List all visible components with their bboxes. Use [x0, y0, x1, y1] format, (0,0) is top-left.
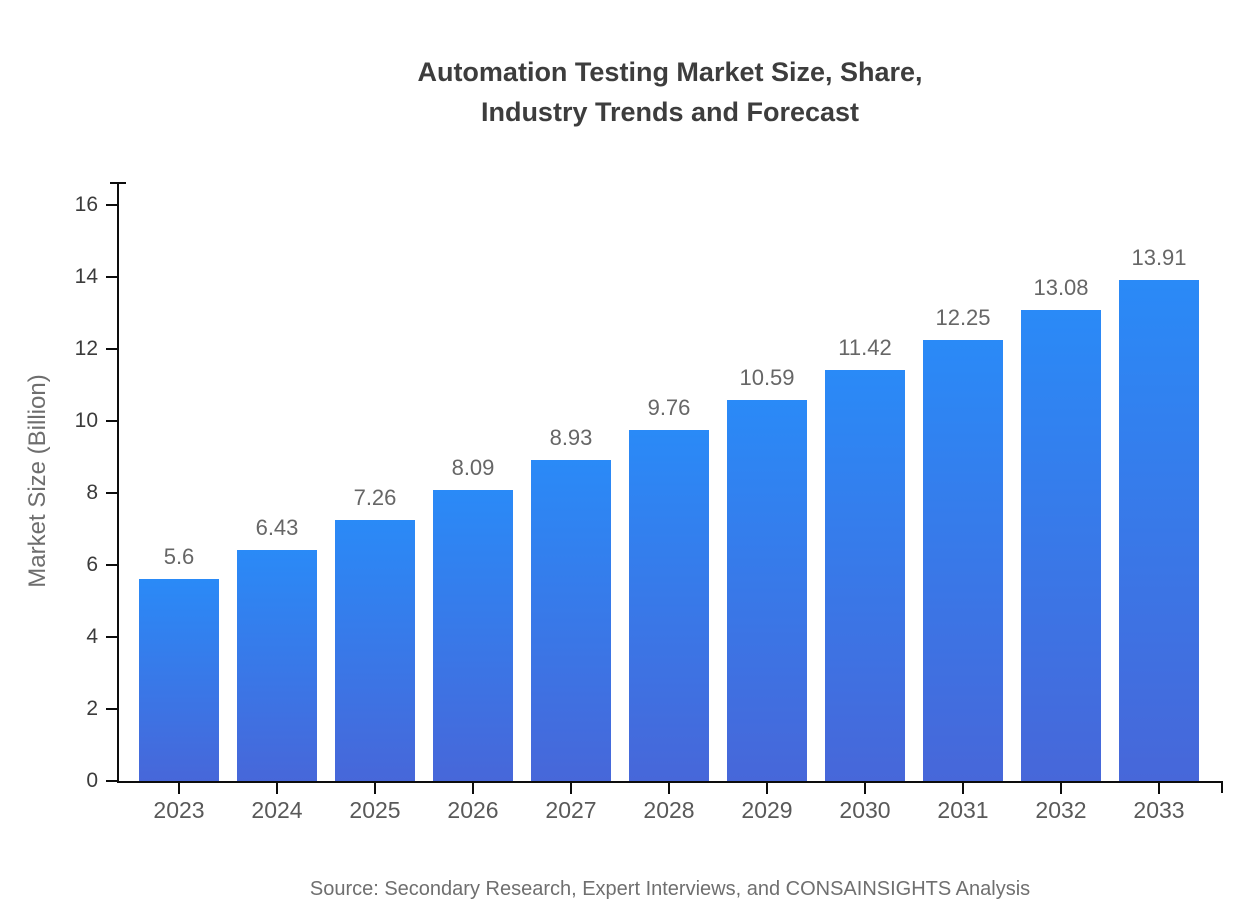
x-tick-label-2031: 2031	[937, 797, 989, 823]
x-tick-label-2024: 2024	[251, 797, 303, 823]
y-tick-label-0: 0	[86, 769, 98, 792]
bar-2026	[433, 489, 513, 781]
bar-2023	[139, 579, 219, 781]
chart-title: Automation Testing Market Size, Share, I…	[417, 52, 922, 132]
x-tick-label-2023: 2023	[153, 797, 205, 823]
x-tick-2028	[668, 783, 670, 794]
bar-value-2026: 8.09	[451, 454, 495, 480]
y-tick-label-14: 14	[74, 265, 98, 288]
y-tick-label-10: 10	[74, 409, 98, 432]
x-tick-label-2025: 2025	[349, 797, 401, 823]
y-tick-label-12: 12	[74, 337, 98, 360]
x-tick-label-2026: 2026	[447, 797, 499, 823]
y-axis-end-tick	[110, 182, 126, 184]
x-tick-2026	[472, 783, 474, 794]
y-tick-8	[106, 492, 118, 494]
y-tick-2	[106, 708, 118, 710]
x-tick-2025	[374, 783, 376, 794]
x-tick-2032	[1060, 783, 1062, 794]
y-tick-14	[106, 276, 118, 278]
y-tick-label-6: 6	[86, 553, 98, 576]
x-tick-label-2032: 2032	[1035, 797, 1087, 823]
y-tick-label-8: 8	[86, 481, 98, 504]
x-tick-2024	[276, 783, 278, 794]
source-note: Source: Secondary Research, Expert Inter…	[309, 878, 1031, 900]
bar-2024	[237, 549, 317, 781]
x-tick-2030	[864, 783, 866, 794]
bar-value-2033: 13.91	[1131, 245, 1187, 271]
x-tick-2029	[766, 783, 768, 794]
bar-value-2029: 10.59	[739, 364, 795, 390]
y-tick-4	[106, 636, 118, 638]
x-tick-label-2030: 2030	[839, 797, 891, 823]
bar-2031	[923, 340, 1003, 781]
y-tick-label-16: 16	[74, 193, 98, 216]
x-tick-2033	[1158, 783, 1160, 794]
bar-2029	[727, 399, 807, 781]
bar-2030	[825, 369, 905, 781]
x-tick-label-2029: 2029	[741, 797, 793, 823]
y-tick-0	[106, 780, 118, 782]
bar-2033	[1119, 280, 1199, 781]
y-axis-line	[117, 182, 119, 783]
x-tick-2027	[570, 783, 572, 794]
bar-2027	[531, 459, 611, 781]
x-tick-label-2027: 2027	[545, 797, 597, 823]
bar-2028	[629, 429, 709, 781]
x-tick-2023	[178, 783, 180, 794]
bar-2032	[1021, 310, 1101, 781]
bar-value-2028: 9.76	[647, 394, 691, 420]
chart-title-line-1: Automation Testing Market Size, Share,	[417, 57, 923, 87]
bar-value-2032: 13.08	[1033, 275, 1089, 301]
x-tick-2031	[962, 783, 964, 794]
chart-title-line-2: Industry Trends and Forecast	[480, 97, 860, 127]
bar-value-2025: 7.26	[353, 484, 397, 510]
bar-2025	[335, 519, 415, 781]
bar-value-2023: 5.6	[163, 544, 195, 570]
bar-value-2024: 6.43	[255, 514, 299, 540]
y-tick-16	[106, 204, 118, 206]
y-tick-label-4: 4	[86, 625, 98, 648]
y-tick-10	[106, 420, 118, 422]
x-axis-line	[117, 781, 1223, 783]
bar-value-2027: 8.93	[549, 424, 593, 450]
y-tick-12	[106, 348, 118, 350]
x-axis-end-tick	[1221, 781, 1223, 793]
y-tick-label-2: 2	[86, 697, 98, 720]
bar-value-2031: 12.25	[935, 305, 991, 330]
y-tick-6	[106, 564, 118, 566]
bar-value-2030: 11.42	[838, 334, 892, 360]
x-tick-label-2028: 2028	[643, 797, 695, 823]
x-tick-label-2033: 2033	[1133, 797, 1185, 823]
